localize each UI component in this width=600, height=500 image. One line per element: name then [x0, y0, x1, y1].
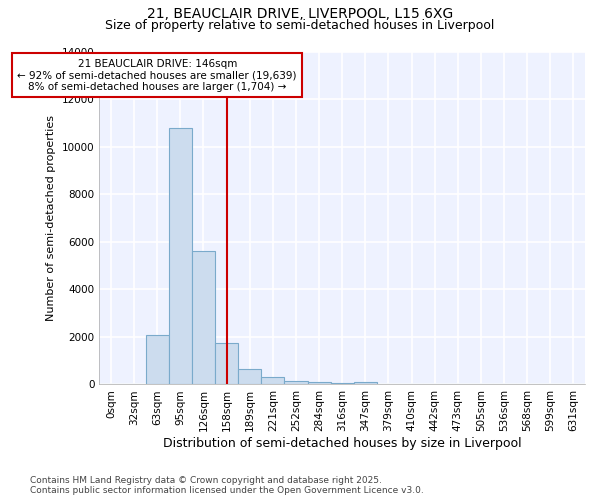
Bar — [215, 343, 238, 384]
Bar — [354, 382, 377, 384]
Bar — [261, 378, 284, 384]
X-axis label: Distribution of semi-detached houses by size in Liverpool: Distribution of semi-detached houses by … — [163, 437, 521, 450]
Bar — [146, 334, 169, 384]
Text: Contains HM Land Registry data © Crown copyright and database right 2025.
Contai: Contains HM Land Registry data © Crown c… — [30, 476, 424, 495]
Bar — [284, 381, 308, 384]
Text: 21, BEAUCLAIR DRIVE, LIVERPOOL, L15 6XG: 21, BEAUCLAIR DRIVE, LIVERPOOL, L15 6XG — [147, 8, 453, 22]
Bar — [169, 128, 192, 384]
Bar — [308, 382, 331, 384]
Bar — [192, 252, 215, 384]
Y-axis label: Number of semi-detached properties: Number of semi-detached properties — [46, 115, 56, 321]
Text: 21 BEAUCLAIR DRIVE: 146sqm
← 92% of semi-detached houses are smaller (19,639)
8%: 21 BEAUCLAIR DRIVE: 146sqm ← 92% of semi… — [17, 58, 297, 92]
Text: Size of property relative to semi-detached houses in Liverpool: Size of property relative to semi-detach… — [106, 18, 494, 32]
Bar — [238, 369, 261, 384]
